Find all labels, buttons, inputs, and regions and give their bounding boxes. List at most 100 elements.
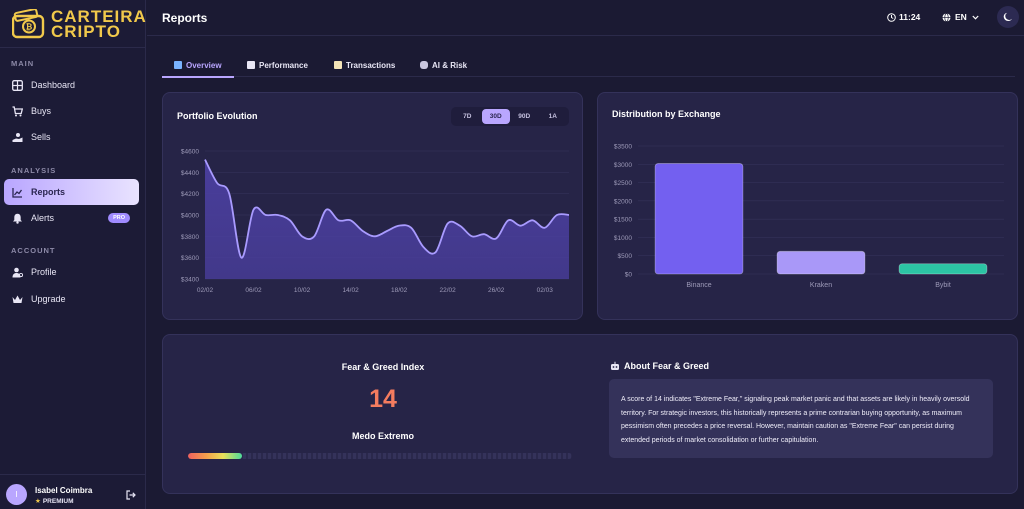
x-tick-label: 10/02 xyxy=(294,287,311,294)
brand-name: CARTEIRA CRIPTO xyxy=(51,8,147,41)
y-tick-label: $3000 xyxy=(614,162,632,169)
sidebar-item-upgrade[interactable]: Upgrade xyxy=(4,286,139,312)
sidebar: ₿ CARTEIRA CRIPTO MAIN Dashboard Buys Se… xyxy=(0,0,146,509)
tab-performance[interactable]: Performance xyxy=(235,53,320,77)
fear-greed-gauge xyxy=(188,453,572,459)
x-tick-label: 14/02 xyxy=(342,287,359,294)
pro-badge: PRO xyxy=(108,213,130,223)
sidebar-item-label: Reports xyxy=(31,187,66,197)
bar-binance xyxy=(654,163,744,275)
y-tick-label: $2000 xyxy=(614,198,632,205)
y-tick-label: $3600 xyxy=(181,255,199,262)
sidebar-item-label: Buys xyxy=(31,106,52,116)
chevron-down-icon xyxy=(972,15,979,20)
y-tick-label: $3800 xyxy=(181,234,199,241)
brand-line-2: CRIPTO xyxy=(51,22,121,41)
transactions-icon xyxy=(334,61,342,69)
range-90d-button[interactable]: 90D xyxy=(518,113,531,120)
bar-bybit xyxy=(898,263,988,275)
x-tick-label: Binance xyxy=(686,282,711,289)
dashboard-icon xyxy=(12,79,23,91)
robot-icon xyxy=(611,361,619,370)
portfolio-area xyxy=(205,159,569,279)
sidebar-item-label: Sells xyxy=(31,132,51,142)
sell-icon xyxy=(12,132,23,143)
x-tick-label: 22/02 xyxy=(440,287,457,294)
distribution-title: Distribution by Exchange xyxy=(612,109,721,119)
x-tick-label: 06/02 xyxy=(245,287,262,294)
x-tick-label: Kraken xyxy=(810,282,832,289)
y-tick-label: $0 xyxy=(625,272,633,279)
section-label-account: ACCOUNT xyxy=(11,246,56,255)
brand-logo[interactable]: ₿ CARTEIRA CRIPTO xyxy=(12,8,147,41)
fear-greed-title: Fear & Greed Index xyxy=(341,362,425,372)
overview-icon xyxy=(174,61,182,69)
sidebar-item-dashboard[interactable]: Dashboard xyxy=(4,72,139,98)
y-tick-label: $4200 xyxy=(181,191,199,198)
user-panel: I Isabel Coimbra ★ PREMIUM xyxy=(0,474,146,509)
x-tick-label: 02/03 xyxy=(537,287,554,294)
globe-icon xyxy=(942,12,951,22)
distribution-card: Distribution by Exchange $0 $500 $1000 $150… xyxy=(597,92,1018,320)
tab-overview[interactable]: Overview xyxy=(162,53,234,78)
tab-label: Performance xyxy=(259,60,308,70)
star-icon: ★ xyxy=(35,498,41,505)
tab-label: Overview xyxy=(186,60,222,70)
robot-icon xyxy=(420,61,428,69)
theme-toggle-button[interactable] xyxy=(997,6,1019,28)
y-tick-label: $4400 xyxy=(181,170,199,177)
portfolio-title: Portfolio Evolution xyxy=(177,111,258,121)
clock-time: 11:24 xyxy=(899,12,921,22)
range-1a-button[interactable]: 1A xyxy=(548,113,557,120)
top-bar: Reports 11:24 EN xyxy=(147,0,1024,36)
avatar[interactable]: I xyxy=(6,484,27,505)
sidebar-item-label: Alerts xyxy=(31,213,55,223)
sidebar-item-label: Dashboard xyxy=(31,80,76,90)
sidebar-item-sells[interactable]: Sells xyxy=(4,124,139,150)
sidebar-item-label: Upgrade xyxy=(31,294,66,304)
portfolio-line-chart: $3400 $3600 $3800 $4000 $4200 $4400 $4600 02/02… xyxy=(181,149,570,294)
fear-greed-label: Medo Extremo xyxy=(351,431,414,441)
sidebar-item-reports[interactable]: Reports xyxy=(4,179,139,205)
y-tick-label: $500 xyxy=(618,253,633,260)
y-tick-label: $4000 xyxy=(181,213,199,220)
range-30d-button[interactable]: 30D xyxy=(481,109,510,124)
x-tick-label: 18/02 xyxy=(391,287,408,294)
section-label-analysis: ANALYSIS xyxy=(11,166,57,175)
clock: 11:24 xyxy=(887,12,920,22)
y-tick-label: $1000 xyxy=(614,235,632,242)
x-tick-label: 26/02 xyxy=(488,287,505,294)
bell-icon xyxy=(12,213,23,224)
chart-icon xyxy=(12,187,23,198)
language-selector[interactable]: EN xyxy=(942,12,979,22)
sidebar-divider xyxy=(0,47,146,48)
y-tick-label: $3500 xyxy=(614,144,632,151)
y-tick-label: $2500 xyxy=(614,180,632,187)
y-tick-label: $3400 xyxy=(181,277,199,284)
section-label-main: MAIN xyxy=(11,59,35,68)
crown-icon xyxy=(12,294,23,305)
logout-icon[interactable] xyxy=(126,490,136,500)
y-tick-label: $1500 xyxy=(614,217,632,224)
user-name: Isabel Coimbra xyxy=(35,486,93,495)
about-title-text: About Fear & Greed xyxy=(624,361,710,371)
sidebar-item-buys[interactable]: Buys xyxy=(4,98,139,124)
performance-icon xyxy=(247,61,255,69)
tab-ai-risk[interactable]: AI & Risk xyxy=(408,53,479,77)
cart-icon xyxy=(12,105,23,117)
y-tick-label: $4600 xyxy=(181,149,199,156)
fear-greed-gauge-fill xyxy=(188,453,242,459)
x-tick-label: 02/02 xyxy=(197,287,214,294)
fear-greed-value: 14 xyxy=(369,385,397,413)
x-tick-label: Bybit xyxy=(935,282,951,289)
report-tabs: Overview Performance Transactions AI & R… xyxy=(162,53,1015,78)
sidebar-item-alerts[interactable]: Alerts PRO xyxy=(4,205,139,231)
range-selector: 7D 30D 90D 1A xyxy=(451,107,569,126)
tab-transactions[interactable]: Transactions xyxy=(322,53,407,77)
bar-kraken xyxy=(776,250,866,275)
range-7d-button[interactable]: 7D xyxy=(463,113,472,120)
fear-greed-card: Fear & Greed Index 14 Medo Extremo About… xyxy=(162,334,1018,494)
sidebar-item-profile[interactable]: Profile xyxy=(4,259,139,285)
tab-label: AI & Risk xyxy=(432,60,468,70)
wallet-icon: ₿ xyxy=(12,9,45,39)
